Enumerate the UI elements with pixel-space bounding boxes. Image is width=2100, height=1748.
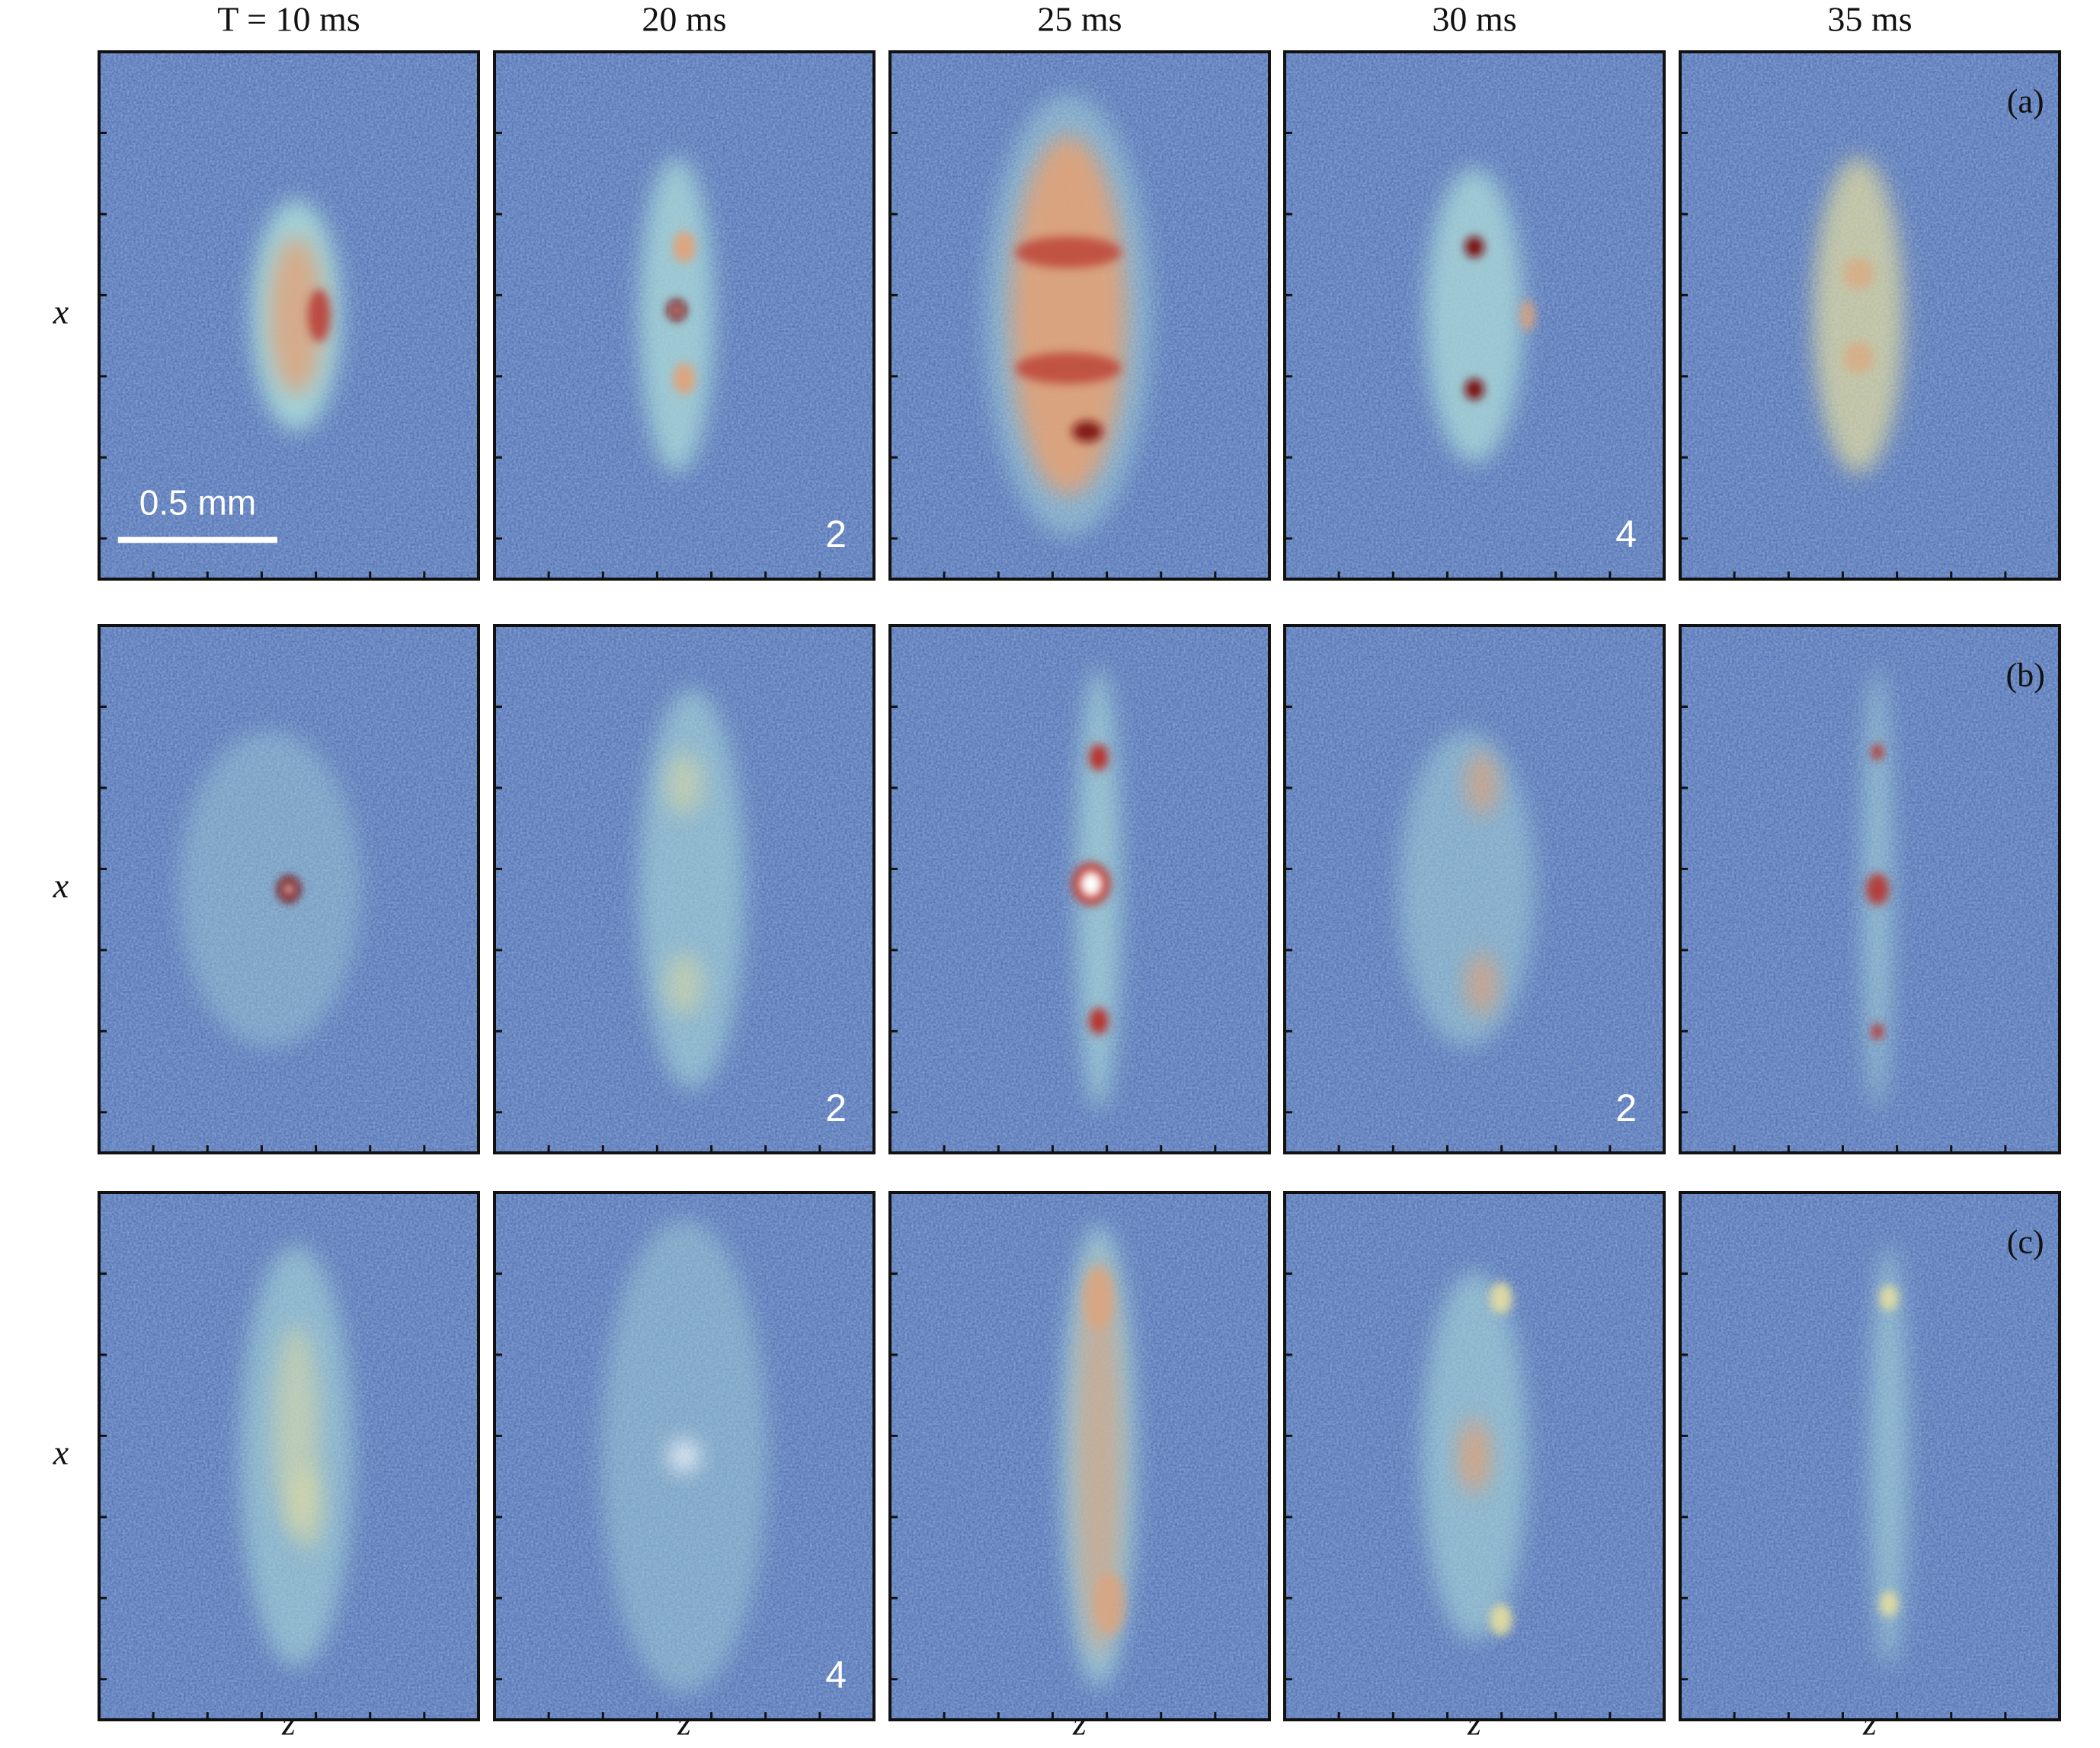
cloud-feature [1489,1603,1513,1636]
panel-number: 4 [825,1654,847,1696]
cloud-feature [1425,168,1524,463]
cloud-feature [1076,1256,1122,1657]
image-panel: (c) [1679,1191,2061,1721]
cloud-feature [639,689,745,1090]
panel-frame [1283,1191,1666,1721]
scale-bar [117,536,278,543]
panel-frame [493,50,876,581]
cloud-feature [1866,873,1889,905]
cloud-feature [1080,870,1103,898]
panel-frame [98,50,480,581]
cloud-feature [673,231,696,263]
image-panel: (a) [1679,50,2061,581]
panel-label: (b) [2006,656,2045,693]
panel-frame [1283,624,1666,1154]
cloud-feature [1843,341,1874,374]
image-panel [888,50,1271,581]
cloud-feature [1011,136,1125,495]
cloud-feature [1489,1282,1513,1314]
cloud-feature [1871,744,1884,760]
cloud-feature [673,363,696,395]
cloud-feature [292,1466,323,1551]
image-panel [888,1191,1271,1721]
image-panel [888,624,1271,1154]
cloud-feature [1879,1590,1899,1618]
cloud-feature [1015,236,1122,268]
image-panel [98,1191,480,1721]
y-axis-label: x [53,866,69,905]
panel-frame [888,624,1271,1154]
cloud-feature [178,731,361,1048]
cloud-feature [665,752,703,816]
cloud-feature [673,306,681,315]
panel-frame [888,50,1271,581]
image-panel [1283,1191,1666,1721]
panel-frame [98,1191,480,1721]
cloud-feature [669,1440,699,1472]
y-axis-label: x [53,293,69,331]
panel-number: 2 [1615,1087,1637,1129]
cloud-feature [1089,744,1109,771]
panel-frame [493,1191,876,1721]
panel-frame [98,624,480,1154]
image-panel: 4 [493,1191,876,1721]
cloud-feature [1467,752,1497,816]
panel-number: 2 [825,1087,847,1129]
panel-frame [1283,50,1666,581]
panel-number: 2 [825,513,847,555]
cloud-feature [1871,1023,1884,1040]
image-panel: 2 [493,624,876,1154]
panel-label: (c) [2007,1223,2044,1260]
column-header: 30 ms [1432,0,1516,39]
image-panel: 0.5 mm [98,50,480,581]
cloud-feature [1843,257,1874,290]
scale-bar-label: 0.5 mm [139,482,256,522]
image-panel: 4 [1283,50,1666,581]
column-header: 20 ms [642,0,726,39]
cloud-feature [1467,952,1497,1016]
column-header: T = 10 ms [217,0,360,39]
panel-frame [1679,1191,2061,1721]
image-panel: 2 [1283,624,1666,1154]
panel-number: 4 [1615,513,1637,555]
panel-label: (a) [2007,82,2044,120]
image-panel [98,624,480,1154]
cloud-feature [1398,731,1535,1048]
panel-frame [1679,624,2061,1154]
image-panel: 2 [493,50,876,581]
cloud-feature [1459,1419,1490,1493]
y-axis-label: x [53,1433,69,1472]
cloud-feature [1879,1285,1899,1311]
image-panel: (b) [1679,624,2061,1154]
cloud-feature [1089,1007,1109,1035]
panel-frame [1679,50,2061,581]
cloud-feature [284,884,293,895]
panel-frame [888,1191,1271,1721]
cloud-feature [307,289,331,342]
cloud-feature [1015,352,1122,384]
cloud-feature [270,236,323,395]
cloud-feature [1465,379,1484,400]
cloud-feature [1072,421,1103,443]
panel-frame [493,624,876,1154]
cloud-feature [1519,299,1535,331]
column-header: 35 ms [1827,0,1912,39]
cloud-feature [1094,1572,1125,1636]
cloud-feature [1083,1266,1114,1330]
cloud-feature [1813,157,1904,474]
cloud-feature [1870,1245,1908,1667]
cloud-feature [665,952,703,1016]
cloud-feature [1465,236,1484,258]
column-header: 25 ms [1037,0,1122,39]
